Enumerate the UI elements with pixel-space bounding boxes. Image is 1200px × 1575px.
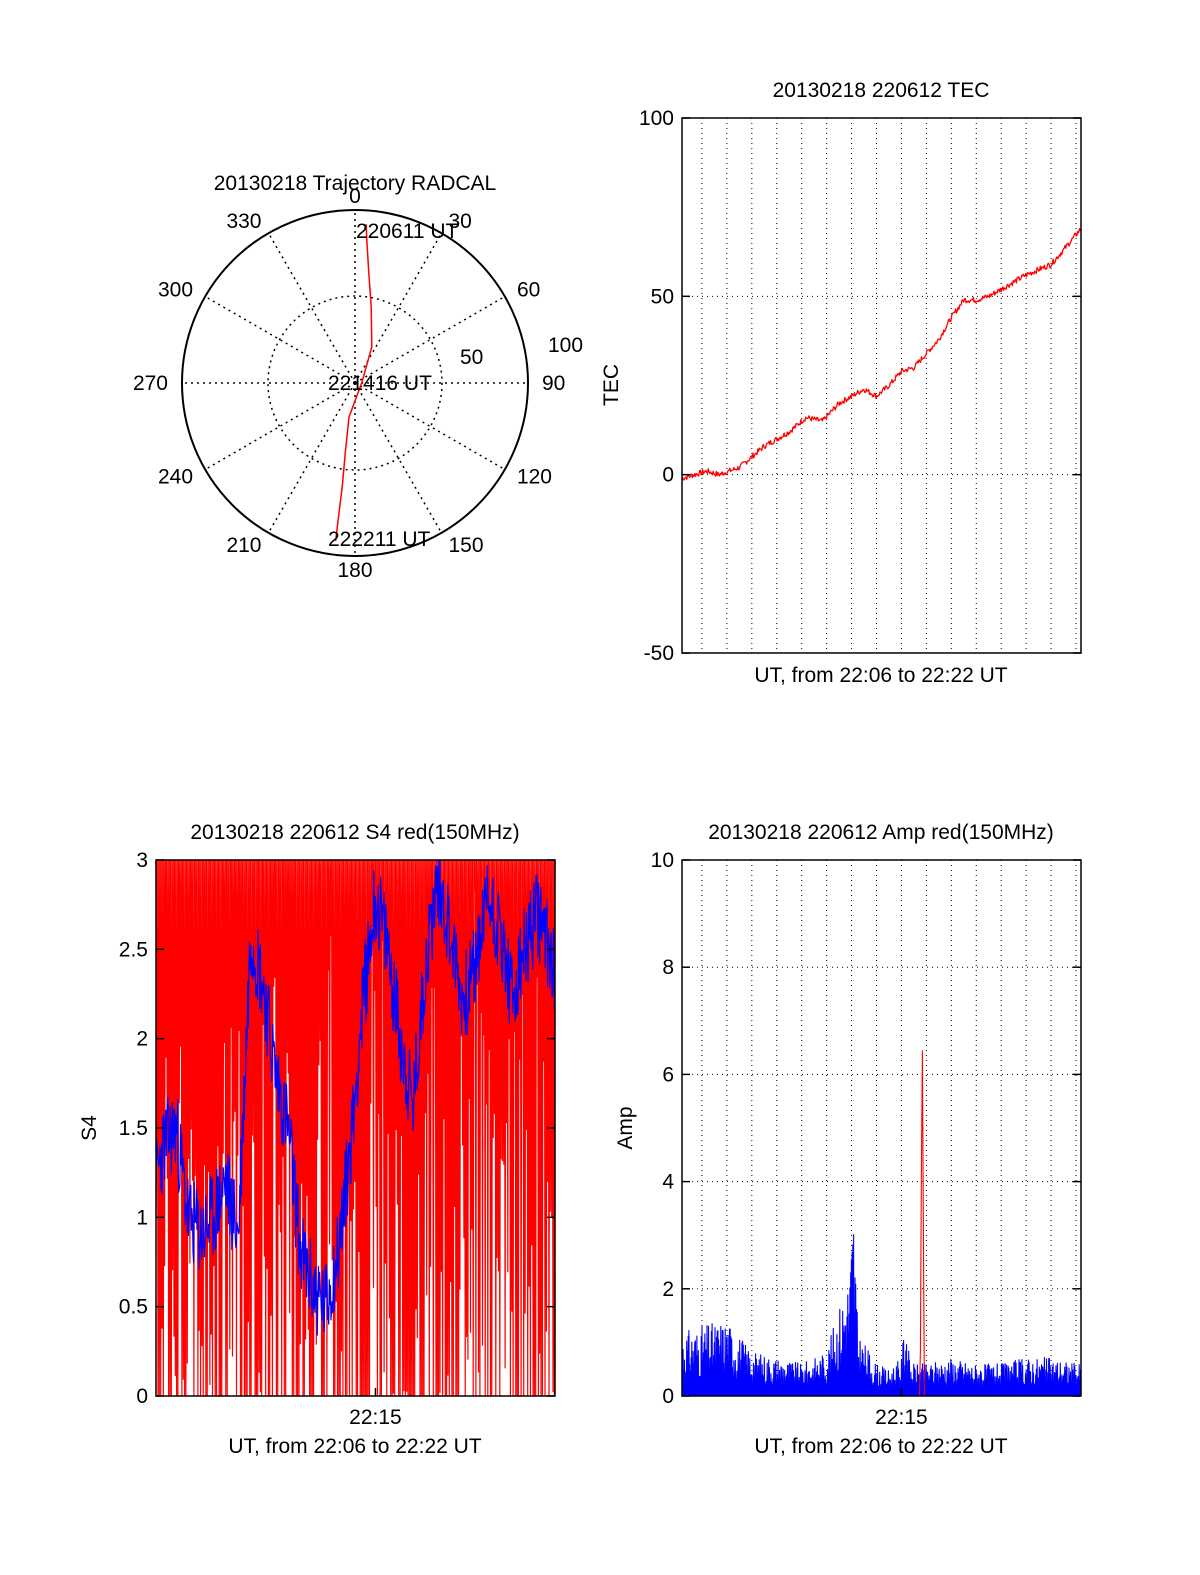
trajectory-spoke [204,382,356,471]
trajectory-panel: 20130218 Trajectory RADCAL 0 30 60 90 120 150… [133,172,583,582]
s4-ytick-label: 0.5 [119,1296,148,1319]
tec-x-axis-label: UT, from 22:06 to 22:22 UT [754,664,1007,687]
trajectory-azimuth-label: 60 [517,279,540,302]
trajectory-ring-50 [267,295,443,471]
trajectory-spoke [354,295,506,384]
tec-panel: 20130218 220612 TEC -50 0 50 100 TEC UT, fr… [600,79,1082,687]
trajectory-spoke [354,382,506,471]
trajectory-path [334,224,373,542]
tec-y-axis-label: TEC [600,364,623,406]
trajectory-radius-label-50: 50 [460,346,483,369]
amp-ytick-label: 6 [662,1063,674,1086]
tec-plot-frame [681,117,1082,654]
trajectory-spoke [204,295,356,384]
trajectory-azimuth-label: 0 [349,185,361,208]
trajectory-azimuth-label: 210 [226,534,261,557]
trajectory-azimuth-label: 90 [542,372,565,395]
trajectory-azimuth-label: 120 [517,466,552,489]
s4-ytick-label: 3 [136,849,148,872]
tec-ytick-label: 100 [639,107,674,130]
amp-y-ticks: 0 2 4 6 8 10 [651,849,1081,1408]
trajectory-azimuth-label: 330 [226,210,261,233]
s4-panel: 20130218 220612 S4 red(150MHz) 0 0.5 1 1.5 2… [78,821,556,1458]
tec-series [681,228,1082,481]
s4-x-axis-label: UT, from 22:06 to 22:22 UT [228,1435,481,1458]
s4-x-ticks: 22:15 [349,1388,402,1429]
amp-x-ticks: 22:15 [875,1388,928,1429]
tec-series-red [681,228,1082,481]
tec-ytick-label: 0 [662,464,674,487]
s4-series-blue [155,859,556,1336]
s4-y-ticks: 0 0.5 1 1.5 2 2.5 3 [119,849,555,1408]
trajectory-title: 20130218 Trajectory RADCAL [214,172,497,195]
trajectory-radius-label-100: 100 [548,334,583,357]
amp-ytick-label: 10 [651,849,674,872]
amp-ytick-label: 2 [662,1278,674,1301]
trajectory-spoke [267,232,356,384]
amp-title: 20130218 220612 Amp red(150MHz) [708,821,1054,844]
trajectory-annotation-middle: 221416 UT [328,372,432,395]
amp-grid [682,860,1081,1396]
amp-ytick-label: 4 [662,1171,674,1194]
s4-xtick-label: 22:15 [349,1406,402,1429]
s4-ytick-label: 1 [136,1206,148,1229]
tec-ytick-label: -50 [644,642,674,665]
s4-ytick-label: 1.5 [119,1117,148,1140]
trajectory-azimuth-label: 30 [449,210,472,233]
trajectory-azimuth-label: 240 [158,466,193,489]
amp-y-axis-label: Amp [614,1106,637,1149]
s4-y-axis-label: S4 [78,1115,101,1141]
amp-plot-frame [681,859,1082,1397]
s4-ytick-label: 0 [136,1385,148,1408]
tec-title: 20130218 220612 TEC [773,79,990,102]
amp-series-blue [681,1234,1082,1397]
trajectory-annotation-end: 222211 UT [328,528,431,551]
amp-panel: 20130218 220612 Amp red(150MHz) 0246810 … [614,821,1082,1458]
trajectory-spoke [354,232,443,384]
tec-y-ticks: -50 0 50 100 [639,107,1081,665]
amp-x-axis-label: UT, from 22:06 to 22:22 UT [754,1435,1007,1458]
s4-title: 20130218 220612 S4 red(150MHz) [190,821,519,844]
trajectory-azimuth-label: 270 [133,372,168,395]
trajectory-azimuth-labels: 0 30 60 90 120 150 180 210 240 270 300 330 [133,185,565,582]
amp-series [681,1050,1082,1397]
tec-ytick-label: 50 [651,285,674,308]
trajectory-spoke [267,382,356,534]
trajectory-series [334,224,373,542]
trajectory-outer-circle [181,209,529,557]
trajectory-azimuth-label: 300 [158,279,193,302]
trajectory-spoke [354,382,443,534]
trajectory-azimuth-label: 150 [449,534,484,557]
trajectory-annotation-start: 220611 UT [356,220,459,243]
trajectory-azimuth-label: 180 [337,559,372,582]
s4-ytick-label: 2 [136,1028,148,1051]
s4-series [155,859,556,1397]
amp-ytick-label: 8 [662,956,674,979]
trajectory-spokes [182,210,528,556]
tec-grid [682,118,1081,653]
amp-xtick-label: 22:15 [875,1406,928,1429]
s4-ytick-label: 2.5 [119,938,148,961]
amp-ytick-label: 0 [662,1385,674,1408]
